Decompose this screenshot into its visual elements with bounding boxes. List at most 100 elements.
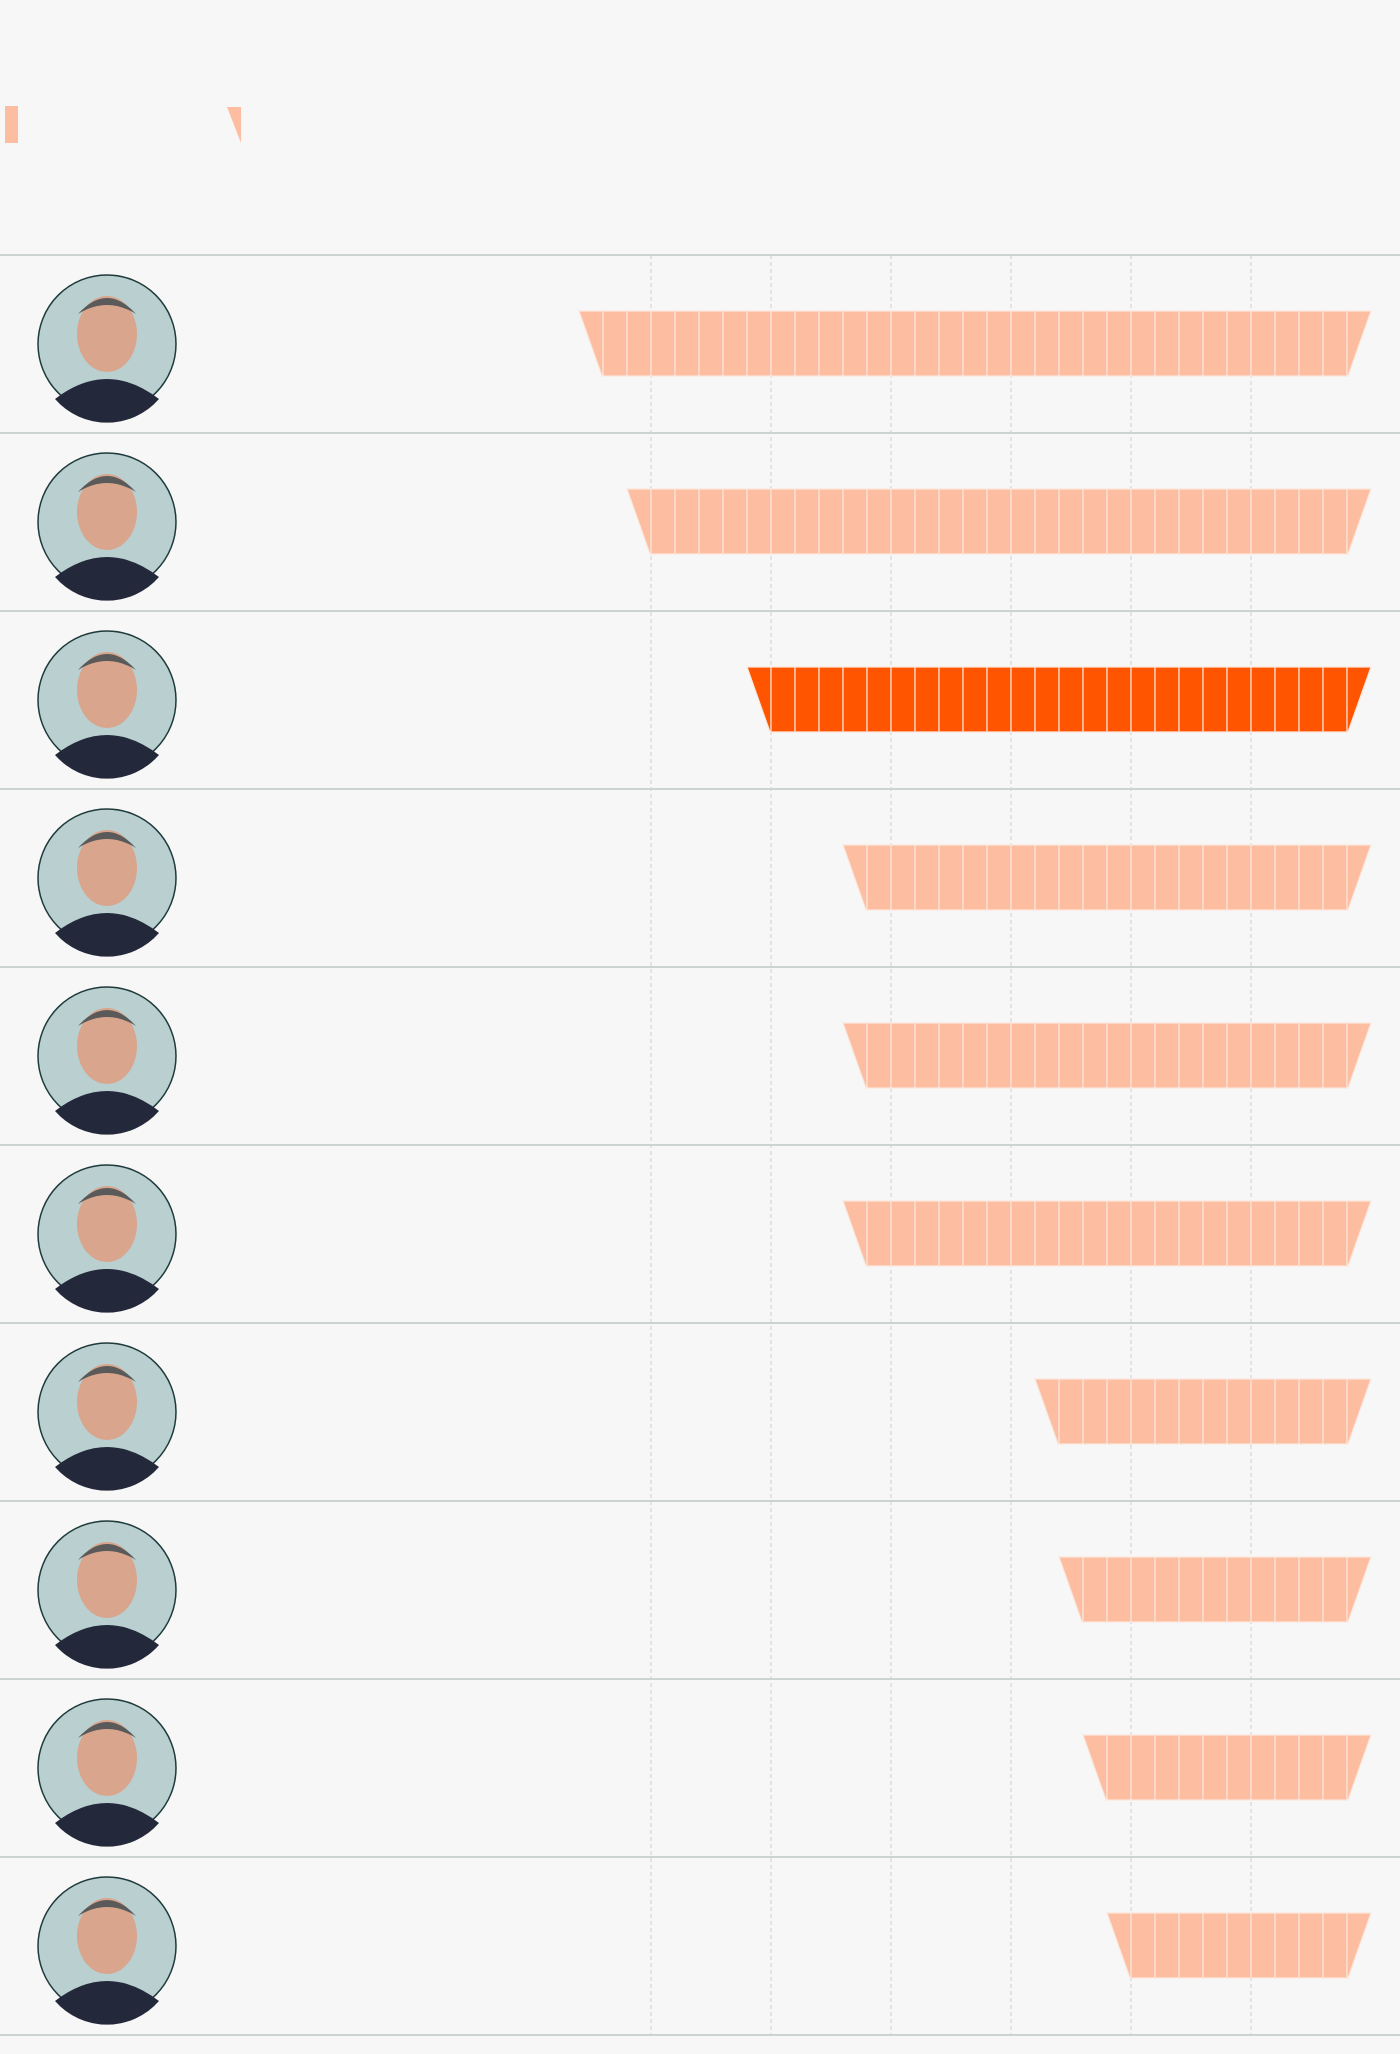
bar-segment bbox=[1058, 1556, 1084, 1623]
avatar-hair bbox=[78, 1722, 136, 1738]
bar-segment bbox=[1298, 1556, 1324, 1623]
bar-segment bbox=[746, 310, 772, 377]
bar-segment bbox=[626, 488, 652, 555]
bar-segment bbox=[842, 310, 868, 377]
bar-segment bbox=[1274, 488, 1300, 555]
bar-segment bbox=[1202, 666, 1228, 733]
bar-segment bbox=[1130, 844, 1156, 911]
bar-segment bbox=[1322, 1022, 1348, 1089]
bar-segment bbox=[1058, 844, 1084, 911]
bar-segment bbox=[1202, 1912, 1228, 1979]
bar-segment bbox=[1226, 1734, 1252, 1801]
bar-segment bbox=[794, 310, 820, 377]
bar-segment bbox=[986, 1022, 1012, 1089]
bar-segment bbox=[1154, 1556, 1180, 1623]
bar-segment bbox=[914, 1200, 940, 1267]
bar-segment bbox=[866, 310, 892, 377]
bar-segment bbox=[1226, 1556, 1252, 1623]
bar-segment bbox=[1154, 666, 1180, 733]
bar-segment bbox=[1034, 1200, 1060, 1267]
bar-segment bbox=[842, 666, 868, 733]
bar-segment bbox=[1298, 666, 1324, 733]
bar-segment bbox=[1322, 1912, 1348, 1979]
bar-segment bbox=[1178, 844, 1204, 911]
bar-segment bbox=[962, 666, 988, 733]
bar-segment bbox=[626, 310, 652, 377]
bar-segment bbox=[1322, 310, 1348, 377]
bar-segment bbox=[1250, 310, 1276, 377]
bar-segment bbox=[1130, 1378, 1156, 1445]
avatar-hair bbox=[78, 298, 136, 314]
bar-segment bbox=[674, 488, 700, 555]
avatar-suit bbox=[55, 913, 159, 957]
bar-segment bbox=[1058, 1200, 1084, 1267]
bar-segment bbox=[986, 310, 1012, 377]
bar-segment bbox=[1106, 1556, 1132, 1623]
bar-segment bbox=[1250, 1556, 1276, 1623]
bar-segment bbox=[1154, 1734, 1180, 1801]
bar-segment bbox=[1034, 310, 1060, 377]
bar-segment bbox=[1082, 844, 1108, 911]
bar-segment bbox=[1058, 1378, 1084, 1445]
bar-segment bbox=[866, 1022, 892, 1089]
bar-segment bbox=[1322, 1556, 1348, 1623]
bar-segment bbox=[1082, 488, 1108, 555]
bar-segment bbox=[1010, 488, 1036, 555]
bar-segment bbox=[890, 666, 916, 733]
bar-segment bbox=[1178, 310, 1204, 377]
bar-segment bbox=[866, 844, 892, 911]
bar-segment bbox=[1082, 1556, 1108, 1623]
bar-segment bbox=[1130, 1556, 1156, 1623]
bar-segment bbox=[746, 666, 772, 733]
bar-segment bbox=[1322, 844, 1348, 911]
bar-segment bbox=[938, 488, 964, 555]
bar-segment bbox=[1106, 310, 1132, 377]
bar-segment bbox=[1178, 1734, 1204, 1801]
bar-segment bbox=[890, 844, 916, 911]
bar-segment bbox=[1010, 1200, 1036, 1267]
bar-segment bbox=[1154, 1378, 1180, 1445]
bar-segment bbox=[1106, 1022, 1132, 1089]
bar-segment bbox=[1154, 310, 1180, 377]
bar-segment bbox=[1082, 1378, 1108, 1445]
bar-segment bbox=[1010, 666, 1036, 733]
bar-segment bbox=[842, 1200, 868, 1267]
bar-segment bbox=[1274, 310, 1300, 377]
bar-segment bbox=[1274, 1734, 1300, 1801]
bar-segment bbox=[1010, 1022, 1036, 1089]
bar-segment bbox=[1130, 488, 1156, 555]
bar-segment bbox=[722, 488, 748, 555]
bar-segment bbox=[914, 844, 940, 911]
bar-segment bbox=[1346, 666, 1372, 733]
bar-segment bbox=[1226, 844, 1252, 911]
bar-segment bbox=[1346, 1556, 1372, 1623]
bar-segment bbox=[1082, 1734, 1108, 1801]
avatar-suit bbox=[55, 1269, 159, 1313]
bar-segment bbox=[1250, 1378, 1276, 1445]
bar-segment bbox=[914, 488, 940, 555]
bar-segment bbox=[1130, 310, 1156, 377]
avatar-face bbox=[77, 830, 137, 906]
avatar-face bbox=[77, 296, 137, 372]
bar-segment bbox=[1322, 666, 1348, 733]
bar-segment bbox=[1298, 310, 1324, 377]
bar-segment bbox=[1154, 488, 1180, 555]
bar-segment bbox=[938, 666, 964, 733]
bar-segment bbox=[1202, 1556, 1228, 1623]
bar-segment bbox=[1010, 310, 1036, 377]
bar-segment bbox=[1130, 666, 1156, 733]
bar-segment bbox=[1106, 1378, 1132, 1445]
bar-segment bbox=[1154, 1912, 1180, 1979]
bar-segment bbox=[1346, 1200, 1372, 1267]
bar-segment bbox=[1346, 1734, 1372, 1801]
bar-segment bbox=[1106, 666, 1132, 733]
bar-segment bbox=[1154, 844, 1180, 911]
bar-segment bbox=[986, 666, 1012, 733]
avatar-suit bbox=[55, 1447, 159, 1491]
avatar-suit bbox=[55, 1625, 159, 1669]
avatar-hair bbox=[78, 476, 136, 492]
avatar-hair bbox=[78, 1188, 136, 1204]
legend-key-segment bbox=[5, 106, 18, 143]
bar-segment bbox=[1058, 310, 1084, 377]
